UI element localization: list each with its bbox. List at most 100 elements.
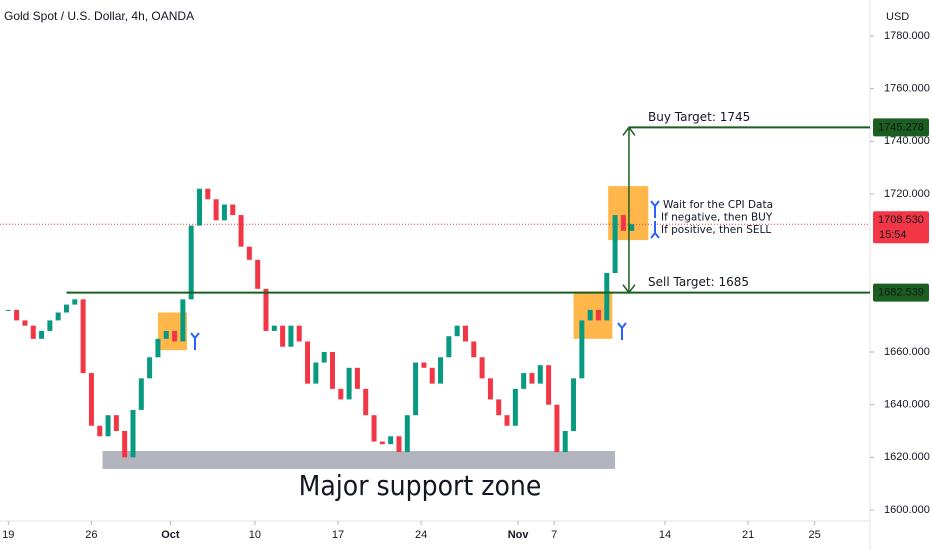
last-price-label: 1708.530 [878, 214, 924, 226]
candle [379, 441, 385, 445]
candle [80, 299, 86, 374]
x-tick-label: Nov [508, 529, 530, 541]
y-tick-label: 1620.000 [884, 451, 930, 463]
candle [587, 309, 593, 321]
candle [22, 320, 28, 326]
candle [554, 404, 560, 453]
candle [454, 325, 460, 337]
candle [5, 309, 11, 311]
y-tick-label: 1740.000 [884, 135, 930, 147]
candle [163, 330, 169, 339]
x-tick-label: 24 [415, 529, 427, 541]
x-tick-label: 17 [332, 529, 344, 541]
candle [230, 204, 236, 216]
candle [529, 373, 535, 384]
candle [296, 325, 302, 342]
y-tick-label: 1600.000 [884, 504, 930, 516]
x-tick-label: 25 [808, 529, 820, 541]
x-tick-label: 10 [249, 529, 261, 541]
candle [280, 325, 286, 347]
candle [63, 304, 69, 313]
candle [487, 378, 493, 400]
candle [255, 259, 261, 289]
candle [496, 399, 502, 416]
candle [213, 199, 219, 221]
candle [221, 204, 227, 221]
candle [196, 188, 202, 226]
candle [288, 325, 294, 347]
candle [462, 325, 468, 342]
currency: USD [886, 11, 909, 23]
last-price-bg [873, 211, 929, 244]
candle [504, 415, 510, 426]
candle [396, 436, 402, 453]
candle [571, 378, 577, 431]
candle [55, 312, 61, 321]
candle [313, 362, 319, 384]
target-label: Buy Target: 1745 [648, 110, 750, 124]
candle [97, 425, 103, 437]
candle [105, 415, 111, 437]
candle [612, 215, 618, 273]
signal-arrow [617, 322, 627, 340]
candle [246, 246, 252, 260]
candle [579, 320, 585, 379]
signal-arrow [650, 200, 660, 218]
candle [537, 365, 543, 384]
candle [329, 352, 335, 389]
candle [305, 341, 311, 384]
y-tick-label: 1660.000 [884, 346, 930, 358]
candle [188, 225, 194, 300]
candle [404, 415, 410, 453]
price-label-bg [873, 283, 929, 302]
x-tick-label: Oct [161, 529, 180, 541]
candle [438, 357, 444, 384]
note: Wait for the CPI Data [663, 199, 773, 211]
y-tick-label: 1760.000 [884, 83, 930, 95]
candle [47, 320, 53, 331]
y-tick-label: 1780.000 [884, 30, 930, 42]
arrow-head [622, 126, 636, 136]
candle [238, 215, 244, 247]
candle [346, 367, 352, 400]
candle [147, 357, 153, 379]
candle [205, 188, 211, 200]
candle [388, 436, 394, 445]
candle [471, 341, 477, 358]
price-label: 1745.278 [878, 121, 924, 133]
x-tick-label: 21 [742, 529, 754, 541]
price-label: 1682.539 [878, 287, 924, 299]
price-label-bg [873, 118, 929, 137]
candle [39, 330, 45, 339]
candle [338, 388, 344, 400]
candle [263, 288, 269, 331]
candle [546, 365, 552, 405]
arrow-head [622, 284, 636, 294]
x-tick-label: 26 [85, 529, 97, 541]
candle [172, 330, 178, 342]
candle [155, 338, 161, 358]
y-tick-label: 1720.000 [884, 188, 930, 200]
candle [595, 309, 601, 321]
target-label: Sell Target: 1685 [648, 275, 749, 289]
candle [413, 362, 419, 416]
candle [321, 352, 327, 363]
note: If positive, then SELL [661, 224, 771, 236]
candle [479, 357, 485, 379]
x-tick-label: 7 [551, 529, 557, 541]
candle [271, 325, 277, 331]
candle [562, 431, 568, 453]
candle [512, 388, 518, 426]
candle [521, 373, 527, 389]
x-tick-label: 14 [659, 529, 671, 541]
support-zone-label: Major support zone [299, 469, 542, 502]
candle [180, 299, 186, 342]
candle [429, 367, 435, 384]
signal-arrow [190, 332, 200, 350]
candle [14, 309, 20, 321]
candle [88, 373, 94, 426]
candle [629, 224, 635, 231]
y-tick-label: 1640.000 [884, 399, 930, 411]
note: If negative, then BUY [661, 212, 773, 224]
